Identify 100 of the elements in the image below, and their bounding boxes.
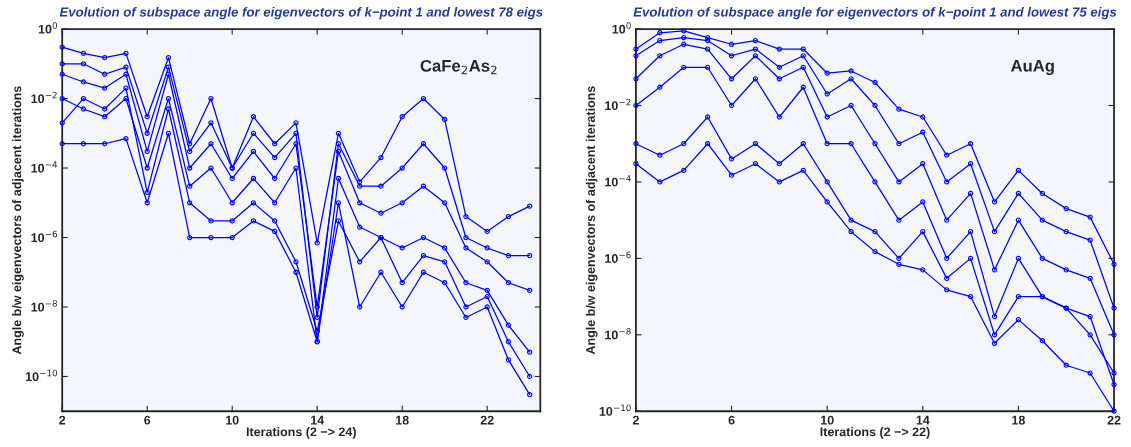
point [633,53,639,59]
point [1039,217,1045,223]
point [378,210,384,216]
point [505,357,512,363]
point [991,332,998,338]
point [357,224,363,230]
point [357,304,363,310]
chart-title: Evolution of subspace angle for eigenvectors of k−point 1 and lowest 75 eigs [633,6,1117,20]
point [728,53,735,59]
point [442,280,448,286]
point [357,183,363,189]
point [102,106,108,112]
point [123,71,129,77]
point [144,114,150,120]
point [378,183,384,189]
x-tick-label: 14 [916,415,930,425]
point [728,76,735,82]
point [1087,313,1093,320]
x-tick-label: 2 [632,415,639,425]
point [293,130,299,136]
point [633,161,639,167]
point [872,179,878,185]
point [657,37,663,44]
y-tick-label: 10$^{−2}$ [605,98,631,111]
point [59,141,65,147]
point [920,114,926,120]
point [944,179,950,185]
point [314,304,320,310]
annotation: CaFe$_{2}$As$_{2}$ [420,59,497,75]
point [442,116,448,123]
point [463,234,469,241]
point [484,293,490,300]
point [123,136,129,142]
point [165,106,172,112]
point [208,95,214,102]
point [144,165,150,171]
point [991,340,998,346]
x-tick-label: 2 [59,415,66,425]
point [681,64,687,70]
point [848,68,854,74]
point [399,245,405,251]
point [293,165,299,171]
point [165,64,172,70]
point [463,245,469,251]
point [1111,370,1117,376]
point [776,161,783,167]
point [293,259,299,265]
y-tick-label: 10$^{−6}$ [605,251,631,263]
point [187,183,193,189]
point [484,245,490,251]
point [1015,217,1022,223]
point [800,141,806,147]
point [824,141,830,147]
point [335,200,342,206]
point [527,203,533,209]
point [1111,305,1117,311]
point [505,339,512,345]
point [463,213,469,220]
point [80,50,87,56]
point [229,234,235,241]
point [728,172,735,178]
point [144,130,150,136]
point [80,106,87,112]
point [80,79,87,85]
point [80,61,87,67]
point [250,114,257,120]
point [1063,229,1069,235]
point [633,102,639,109]
point [1039,338,1045,344]
point [752,53,759,59]
point [123,85,129,91]
x-axis-title: Iterations (2 −> 22) [820,427,930,439]
x-axis-title: Iterations (2 −> 24) [246,427,356,439]
point [800,84,806,90]
point [399,280,405,286]
point [102,71,108,77]
y-tick-label: 10$^{−10}$ [599,404,631,416]
point [776,64,783,70]
y-tick-label: 10$^{−10}$ [25,369,58,382]
point [752,46,759,52]
point [102,55,108,61]
point [123,50,129,56]
point [378,269,384,275]
point [208,165,214,171]
point [250,200,257,206]
point [102,85,108,91]
point [527,373,533,380]
x-tick-label: 18 [1012,415,1025,425]
point [144,189,150,195]
point [272,154,278,161]
point [752,141,759,147]
point [229,175,235,182]
point [335,218,342,224]
y-tick-label: 10$^{−8}$ [31,300,57,312]
x-tick-label: 10 [821,415,834,425]
point [872,141,878,147]
point [123,64,129,70]
point [208,234,214,241]
point [59,95,65,102]
point [752,161,759,167]
